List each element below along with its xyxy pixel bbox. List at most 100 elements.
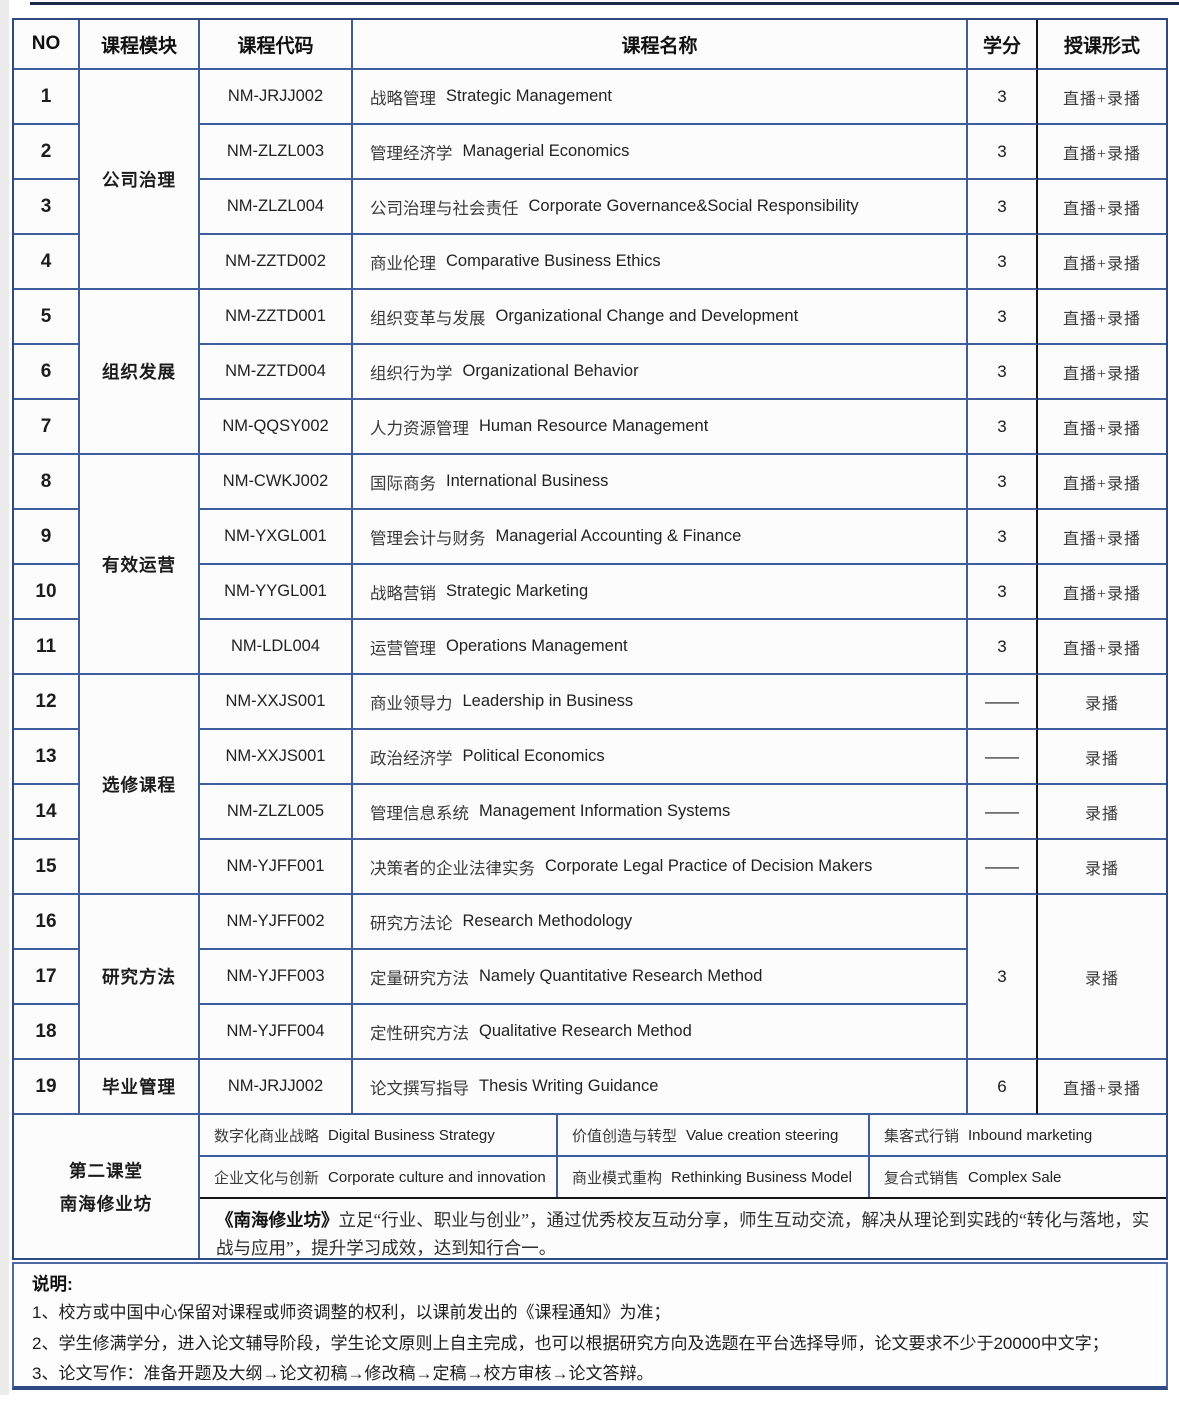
- course-code-cell: NM-LDL004: [200, 620, 353, 675]
- second-classroom-item-cell: 价值创造与转型 Value creation steering: [558, 1115, 870, 1157]
- course-name-cell: 管理经济学 Managerial Economics: [353, 125, 968, 180]
- left-edge-strip: [0, 0, 9, 1395]
- row-number-cell: 9: [14, 510, 80, 565]
- credits-cell: 3: [968, 235, 1038, 290]
- credits-cell-merged: 3: [968, 895, 1038, 1060]
- course-name-cell: 决策者的企业法律实务 Corporate Legal Practice of De…: [353, 840, 968, 895]
- module-cell: 选修课程: [80, 675, 200, 895]
- second-classroom-title-line1: 第二课堂: [69, 1160, 143, 1181]
- course-name-cell: 战略营销 Strategic Marketing: [353, 565, 968, 620]
- course-name-en: Managerial Economics: [462, 142, 630, 160]
- credits-cell: 3: [968, 400, 1038, 455]
- row-number-cell: 19: [14, 1060, 80, 1115]
- module-cell: 组织发展: [80, 290, 200, 455]
- second-classroom-item-cn: 企业文化与创新: [214, 1170, 320, 1187]
- credits-cell: 3: [968, 290, 1038, 345]
- row-number-cell: 6: [14, 345, 80, 400]
- second-classroom-description: 《南海修业坊》立足“行业、职业与创业”，通过优秀校友互动分享，师生互动交流，解决…: [200, 1197, 1166, 1258]
- row-number-cell: 17: [14, 950, 80, 1005]
- format-cell: 直播+录播: [1038, 125, 1166, 180]
- format-cell: 直播+录播: [1038, 620, 1166, 675]
- course-name-cn: 论文撰写指导: [370, 1078, 469, 1098]
- header-no: NO: [14, 20, 80, 70]
- credits-cell: ——: [968, 730, 1038, 785]
- course-name-cell: 论文撰写指导 Thesis Writing Guidance: [353, 1060, 968, 1115]
- course-name-cn: 商业伦理: [370, 253, 436, 273]
- credits-cell: 3: [968, 455, 1038, 510]
- note-item-3: 3、论文写作：准备开题及大纲→论文初稿→修改稿→定稿→校方审核→论文答辩。: [32, 1364, 654, 1383]
- course-name-cn: 国际商务: [370, 473, 436, 493]
- second-classroom-item-cn: 集客式行销: [884, 1128, 960, 1145]
- row-number-cell: 11: [14, 620, 80, 675]
- course-code-cell: NM-YJFF001: [200, 840, 353, 895]
- course-code-cell: NM-YJFF003: [200, 950, 353, 1005]
- course-name-en: Corporate Governance&Social Responsibili…: [528, 197, 859, 215]
- note-item-1: 1、校方或中国中心保留对课程或师资调整的权利，以课前发出的《课程通知》为准；: [32, 1303, 671, 1322]
- format-cell: 直播+录播: [1038, 510, 1166, 565]
- row-number-cell: 1: [14, 70, 80, 125]
- course-name-en: Human Resource Management: [479, 417, 709, 435]
- course-name-cell: 战略管理 Strategic Management: [353, 70, 968, 125]
- row-number-cell: 18: [14, 1005, 80, 1060]
- second-classroom-item-cell: 企业文化与创新 Corporate culture and innovation: [200, 1157, 558, 1197]
- course-name-en: Comparative Business Ethics: [446, 252, 661, 270]
- course-code-cell: NM-YXGL001: [200, 510, 353, 565]
- credits-cell: 3: [968, 565, 1038, 620]
- module-cell: 研究方法: [80, 895, 200, 1060]
- course-name-cell: 人力资源管理 Human Resource Management: [353, 400, 968, 455]
- course-name-cell: 商业伦理 Comparative Business Ethics: [353, 235, 968, 290]
- header-code: 课程代码: [200, 20, 353, 70]
- course-code-cell: NM-YJFF002: [200, 895, 353, 950]
- course-name-cn: 组织变革与发展: [370, 308, 486, 328]
- course-code-cell: NM-XXJS001: [200, 675, 353, 730]
- second-classroom-item-en: Inbound marketing: [968, 1126, 1093, 1144]
- second-classroom-item-cell: 集客式行销 Inbound marketing: [870, 1115, 1166, 1157]
- course-name-cell: 定性研究方法 Qualitative Research Method: [353, 1005, 968, 1060]
- row-number-cell: 13: [14, 730, 80, 785]
- second-classroom-description-text: 立足“行业、职业与创业”，通过优秀校友互动分享，师生互动交流，解决从理论到实践的…: [216, 1210, 1150, 1259]
- second-classroom-item-cell: 商业模式重构 Rethinking Business Model: [558, 1157, 870, 1197]
- course-name-cell: 商业领导力 Leadership in Business: [353, 675, 968, 730]
- course-name-en: Organizational Behavior: [462, 362, 639, 380]
- course-code-cell: NM-YJFF004: [200, 1005, 353, 1060]
- course-name-cn: 人力资源管理: [370, 418, 469, 438]
- course-name-cn: 运营管理: [370, 638, 436, 658]
- course-name-en: Organizational Change and Development: [495, 307, 799, 325]
- format-cell: 录播: [1038, 730, 1166, 785]
- second-classroom-item-en: Corporate culture and innovation: [328, 1168, 546, 1186]
- credits-cell: 3: [968, 345, 1038, 400]
- format-cell-merged: 录播: [1038, 895, 1166, 1060]
- second-classroom-title-cell: 第二课堂 南海修业坊: [14, 1115, 200, 1258]
- row-number-cell: 8: [14, 455, 80, 510]
- course-name-en: Namely Quantitative Research Method: [479, 967, 763, 985]
- course-name-cn: 管理经济学: [370, 143, 453, 163]
- header-module: 课程模块: [80, 20, 200, 70]
- credits-cell: 6: [968, 1060, 1038, 1115]
- course-name-en: International Business: [446, 472, 609, 490]
- course-name-en: Political Economics: [462, 747, 605, 765]
- course-name-en: Leadership in Business: [462, 692, 634, 710]
- course-code-cell: NM-QQSY002: [200, 400, 353, 455]
- course-name-cell: 定量研究方法 Namely Quantitative Research Metho…: [353, 950, 968, 1005]
- course-name-en: Strategic Marketing: [446, 582, 589, 600]
- top-divider-line: [30, 2, 1179, 5]
- course-name-cn: 公司治理与社会责任: [370, 198, 519, 218]
- course-name-cn: 战略管理: [370, 88, 436, 108]
- row-number-cell: 5: [14, 290, 80, 345]
- second-classroom-item-en: Rethinking Business Model: [671, 1168, 852, 1186]
- row-number-cell: 14: [14, 785, 80, 840]
- second-classroom-item-en: Value creation steering: [686, 1126, 839, 1144]
- course-name-cell: 运营管理 Operations Management: [353, 620, 968, 675]
- row-number-cell: 7: [14, 400, 80, 455]
- course-name-en: Managerial Accounting & Finance: [495, 527, 742, 545]
- course-name-cell: 组织变革与发展 Organizational Change and Develop…: [353, 290, 968, 345]
- header-name: 课程名称: [353, 20, 968, 70]
- course-name-cell: 研究方法论 Research Methodology: [353, 895, 968, 950]
- credits-cell: ——: [968, 840, 1038, 895]
- course-name-cell: 组织行为学 Organizational Behavior: [353, 345, 968, 400]
- credits-cell: 3: [968, 180, 1038, 235]
- course-name-cn: 商业领导力: [370, 693, 453, 713]
- second-classroom-item-cn: 商业模式重构: [572, 1170, 663, 1187]
- course-table-grid: NO 课程模块 课程代码 课程名称 学分 授课形式 公司治理 1 NM-JRJJ00…: [14, 20, 1166, 1115]
- course-name-en: Research Methodology: [462, 912, 633, 930]
